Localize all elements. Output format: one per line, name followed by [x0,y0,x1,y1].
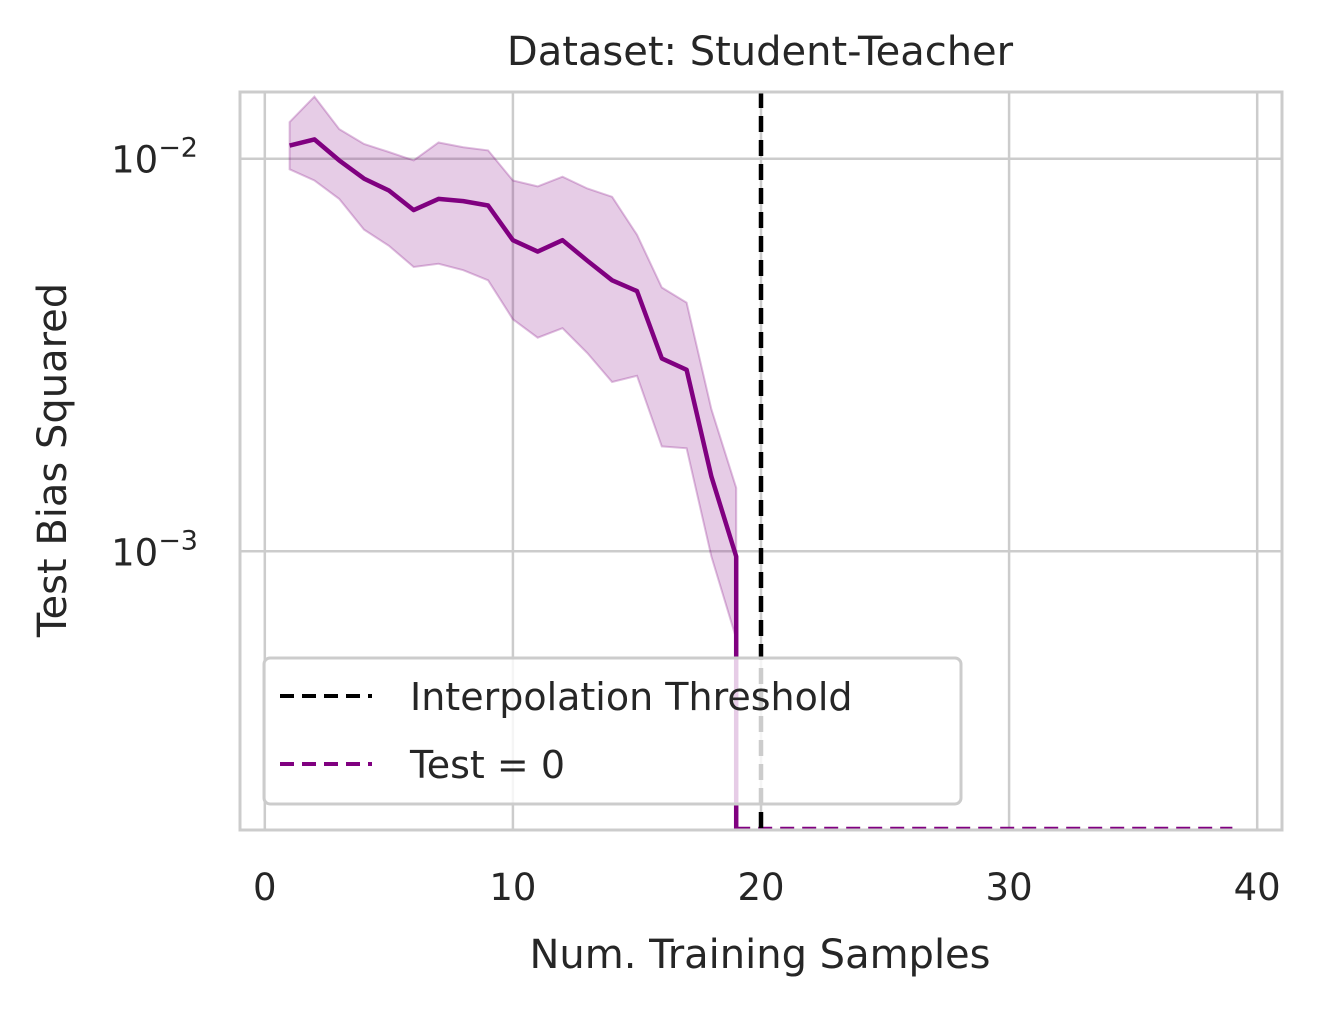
x-tick-label: 40 [1234,866,1281,909]
x-tick-label: 0 [253,866,277,909]
y-tick-label: 10−2 [111,133,198,182]
x-tick-label: 30 [986,866,1033,909]
legend-box [262,656,963,806]
legend-label-interpolation-threshold: Interpolation Threshold [410,675,853,719]
legend-label-test-zero: Test = 0 [409,743,565,787]
x-axis-label: Num. Training Samples [529,932,990,978]
legend: Interpolation Threshold Test = 0 [262,656,963,806]
x-tick-label: 10 [489,866,536,909]
series-line-layer [289,137,739,830]
y-tick-labels: 10−2 10−3 [111,133,198,575]
chart-title: Dataset: Student-Teacher [507,29,1014,75]
y-axis-label: Test Bias Squared [30,283,76,638]
x-tick-label: 20 [737,866,784,909]
plot-frame [238,90,1284,832]
x-tick-labels: 0 10 20 30 40 [253,866,1281,909]
test-bias-line [289,137,739,830]
y-tick-label: 10−3 [111,525,198,574]
